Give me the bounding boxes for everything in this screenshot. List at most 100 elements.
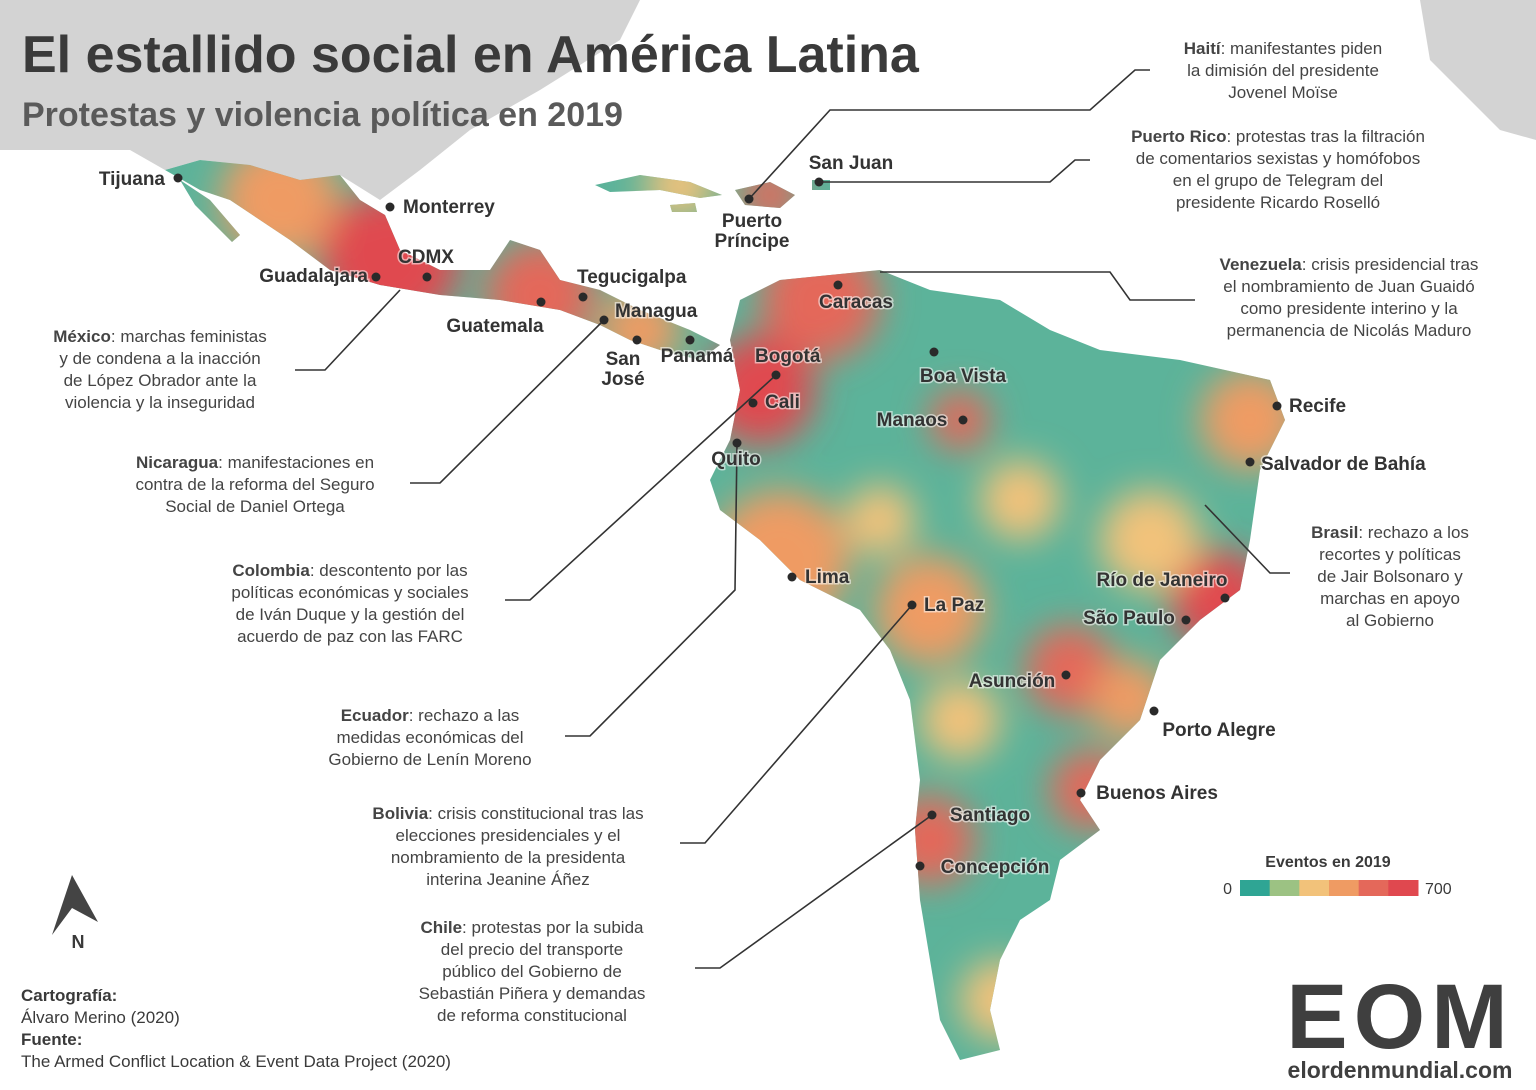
annotation-country: Bolivia (372, 804, 428, 823)
city-label-line: Puerto (722, 211, 782, 232)
city-label-line: Tegucigalpa (577, 267, 687, 288)
annotation-line: al Gobierno (1346, 611, 1434, 630)
annotation-text: Jovenel Moïse (1228, 83, 1338, 102)
annotation-line: de comentarios sexistas y homófobos (1136, 149, 1420, 168)
city-dot (958, 415, 968, 425)
city-label-line: Caracas (819, 292, 893, 313)
leader-line (565, 442, 738, 737)
city-label-line: Tijuana (99, 169, 166, 190)
annotation-line: nombramiento de la presidenta (391, 848, 626, 867)
annotation-country: Brasil (1311, 523, 1358, 542)
city-dot (578, 292, 588, 302)
annotation-text: de comentarios sexistas y homófobos (1136, 149, 1420, 168)
annotation-text: de López Obrador ante la (64, 371, 257, 390)
city-label-line: La Paz (924, 595, 984, 616)
annotation-text: como presidente interino y la (1240, 299, 1458, 318)
credit: Fuente: (21, 1030, 82, 1049)
city-label: São Paulo (1083, 608, 1175, 629)
annotation-line: elecciones presidenciales y el (396, 826, 621, 845)
city-label: La Paz (924, 595, 984, 616)
annotation: Puerto Rico: protestas tras la filtració… (1131, 127, 1425, 212)
city-dot (1149, 706, 1159, 716)
city-label-line: José (601, 369, 644, 390)
annotation-line: Haití: manifestantes piden (1184, 39, 1382, 58)
leader-line (880, 271, 1195, 301)
city-label: Monterrey (403, 197, 495, 218)
north-arrow (52, 875, 98, 935)
city-dot (927, 810, 937, 820)
city-dot (833, 280, 843, 290)
city-label-line: Concepción (941, 857, 1050, 878)
annotation-text: recortes y políticas (1319, 545, 1461, 564)
annotation-country: Nicaragua (136, 453, 219, 472)
city-label-line: Porto Alegre (1162, 720, 1275, 741)
annotation-text: elecciones presidenciales y el (396, 826, 621, 845)
annotation-line: el nombramiento de Juan Guaidó (1223, 277, 1474, 296)
annotation-text: Social de Daniel Ortega (165, 497, 345, 516)
leader-line (505, 374, 777, 601)
legend-max: 700 (1425, 881, 1452, 898)
leader-line (295, 289, 401, 371)
title: El estallido social en América Latina (22, 26, 920, 84)
annotation: Chile: protestas por la subida del precio… (419, 918, 646, 1025)
annotation-line: Brasil: rechazo a los (1311, 523, 1469, 542)
legend-swatch (1269, 880, 1300, 896)
city-label: Cali (765, 392, 800, 413)
logo-mark: EOM (1286, 966, 1514, 1068)
annotation-text: Gobierno de Lenín Moreno (328, 750, 531, 769)
city-dot (599, 315, 609, 325)
annotation-line: del precio del transporte (441, 940, 623, 959)
annotation-text: Sebastián Piñera y demandas (419, 984, 646, 1003)
annotation-line: México: marchas feministas (53, 327, 267, 346)
city-label: Río de Janeiro (1097, 570, 1228, 591)
city-label-line: Managua (615, 301, 698, 322)
city-dot (385, 202, 395, 212)
city-dot (1076, 788, 1086, 798)
annotation-line: acuerdo de paz con las FARC (237, 627, 463, 646)
annotation-line: violencia y la inseguridad (65, 393, 255, 412)
annotation-line: Jovenel Moïse (1228, 83, 1338, 102)
annotation-line: Gobierno de Lenín Moreno (328, 750, 531, 769)
city-dot (173, 173, 183, 183)
annotation-text: del precio del transporte (441, 940, 623, 959)
city-label: Managua (615, 301, 698, 322)
city-dot (771, 370, 781, 380)
annotation-line: de López Obrador ante la (64, 371, 257, 390)
annotation-text: políticas económicas y sociales (231, 583, 468, 602)
credit: The Armed Conflict Location & Event Data… (21, 1052, 451, 1071)
annotation-line: de reforma constitucional (437, 1006, 627, 1025)
annotation-text: : descontento por las (310, 561, 468, 580)
annotation-country: México (53, 327, 111, 346)
city-label-line: Panamá (661, 346, 734, 367)
city-dot (744, 194, 754, 204)
city-label-line: Santiago (950, 805, 1030, 826)
city-dot (1220, 593, 1230, 603)
legend-title: Eventos en 2019 (1265, 854, 1391, 871)
annotation-text: : protestas tras la filtración (1226, 127, 1424, 146)
city-label: Guatemala (446, 316, 544, 337)
city-label-line: Boa Vista (920, 366, 1007, 387)
city-dot (685, 335, 695, 345)
logo-url: elordenmundial.com (1288, 1057, 1513, 1083)
city-label-line: Buenos Aires (1096, 783, 1218, 804)
city-label: Recife (1289, 396, 1346, 417)
city-dot (536, 297, 546, 307)
annotation-line: Colombia: descontento por las (232, 561, 467, 580)
annotation-line: de Jair Bolsonaro y (1317, 567, 1463, 586)
city-dot (787, 572, 797, 582)
city-label-line: Río de Janeiro (1097, 570, 1228, 591)
annotation-line: como presidente interino y la (1240, 299, 1458, 318)
annotation-text: en el grupo de Telegram del (1173, 171, 1383, 190)
leader-line (819, 159, 1090, 183)
city-label-line: São Paulo (1083, 608, 1175, 629)
city-label: Bogotá (755, 346, 821, 367)
city-label: Puerto Príncipe (715, 211, 790, 252)
city-label: Manaos (877, 410, 948, 431)
city-dot (632, 335, 642, 345)
annotation-line: público del Gobierno de (442, 962, 622, 981)
annotation-text: : rechazo a las (409, 706, 520, 725)
annotation-text: y de condena a la inacción (59, 349, 260, 368)
city-dot (1245, 457, 1255, 467)
city-dot (929, 347, 939, 357)
